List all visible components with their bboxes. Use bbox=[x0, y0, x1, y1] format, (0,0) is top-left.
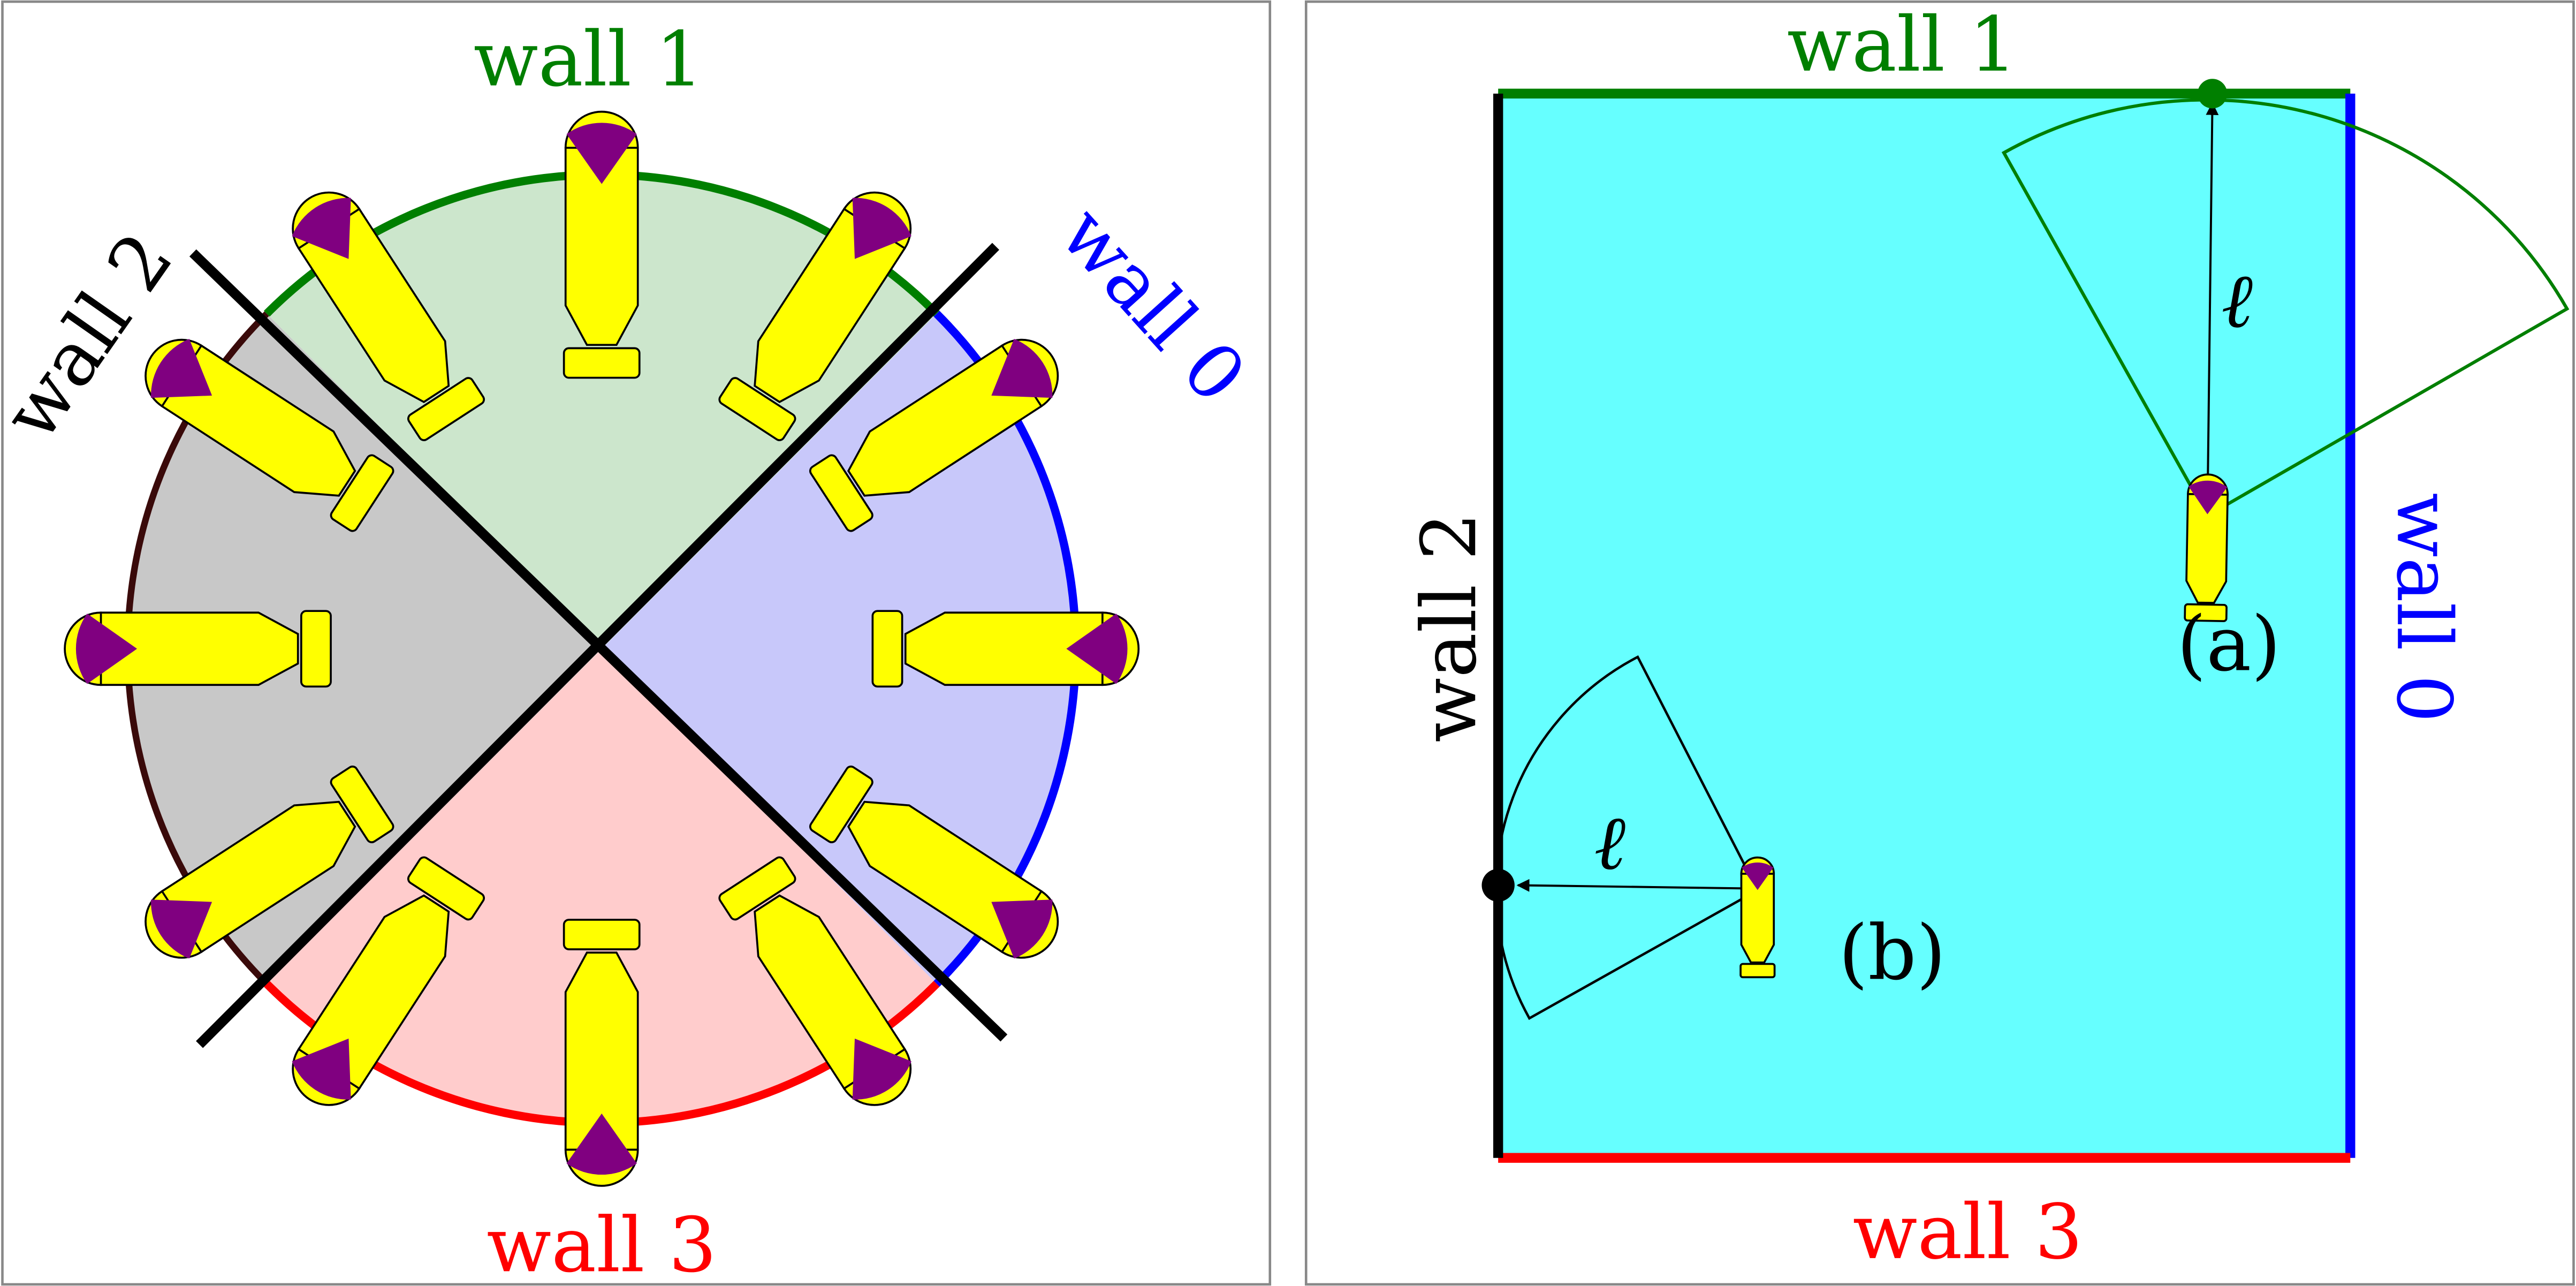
robot-5 bbox=[292, 856, 485, 1106]
robot-8 bbox=[145, 338, 394, 532]
robot-b bbox=[1739, 856, 1776, 979]
right-wall3-label: wall 3 bbox=[1853, 1189, 2083, 1276]
left-robots bbox=[64, 110, 1140, 1187]
robot-10 bbox=[563, 110, 641, 379]
left-wall1-label: wall 1 bbox=[474, 16, 704, 104]
robot-3 bbox=[718, 856, 912, 1106]
robot-a bbox=[2184, 473, 2229, 622]
region-wall2 bbox=[127, 313, 602, 984]
ell-label-b: ℓ bbox=[1594, 799, 1625, 887]
robot-2 bbox=[809, 765, 1059, 959]
left-wall3-label: wall 3 bbox=[487, 1201, 717, 1286]
diagonal-line-2 bbox=[196, 243, 999, 1048]
right-panel: wall 1 wall 3 wall 0 wall 2 (a) (b) ℓ ℓ bbox=[1304, 0, 2575, 1286]
room bbox=[1498, 93, 2351, 1158]
ell-label-a: ℓ bbox=[2221, 257, 2253, 345]
right-wall1-label: wall 1 bbox=[1787, 1, 2017, 89]
contact-point-b bbox=[1481, 868, 1515, 902]
right-wall0-label: wall 0 bbox=[2380, 493, 2467, 723]
sensor-sector-a bbox=[2001, 98, 2570, 518]
contact-point-a bbox=[2197, 79, 2228, 109]
robot-1 bbox=[871, 610, 1140, 688]
robot-12 bbox=[809, 338, 1059, 532]
sensor-sector-b bbox=[1494, 655, 1759, 1020]
robot-7 bbox=[64, 610, 332, 688]
region-wall0 bbox=[602, 313, 1076, 984]
case-a-label: (a) bbox=[2177, 601, 2281, 689]
region-wall1 bbox=[267, 175, 937, 649]
case-b-label: (b) bbox=[1838, 909, 1946, 997]
range-arrow-a bbox=[2206, 102, 2219, 513]
region-wall3 bbox=[267, 648, 937, 1123]
right-wall2-label: wall 2 bbox=[1405, 512, 1493, 743]
robot-4 bbox=[563, 919, 641, 1187]
range-arrow-b bbox=[1516, 879, 1754, 892]
robot-11 bbox=[718, 191, 912, 441]
left-panel: wall 1 wall 3 wall 0 wall 2 bbox=[0, 0, 1272, 1286]
robot-9 bbox=[292, 191, 485, 441]
right-robots bbox=[1739, 473, 2229, 979]
robot-6 bbox=[145, 765, 394, 959]
